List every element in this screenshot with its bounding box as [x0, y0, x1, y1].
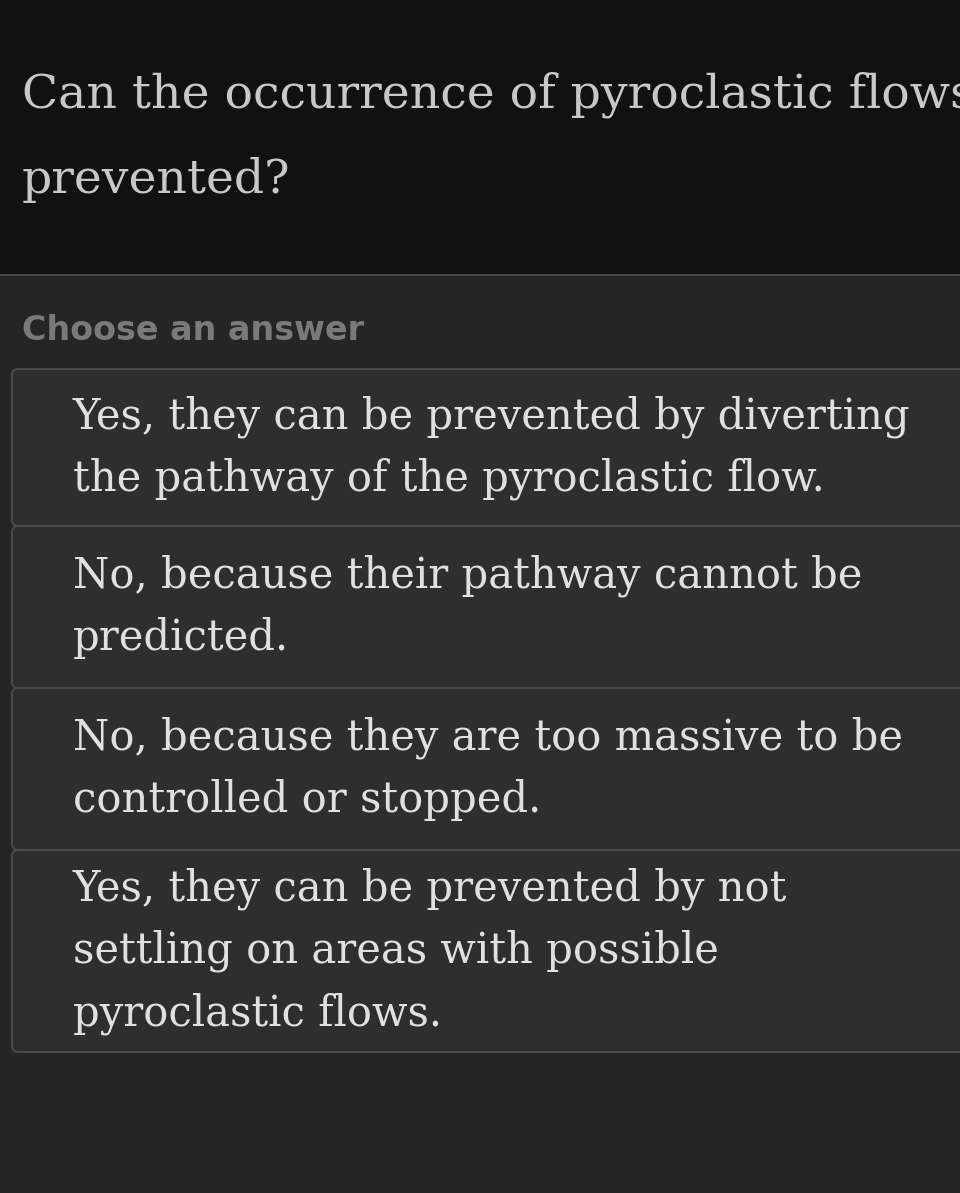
Text: No, because they are too massive to be
controlled or stopped.: No, because they are too massive to be c… [73, 717, 903, 821]
Text: No, because their pathway cannot be
predicted.: No, because their pathway cannot be pred… [73, 555, 862, 660]
Text: Choose an answer: Choose an answer [22, 314, 364, 346]
FancyBboxPatch shape [12, 849, 960, 1052]
Text: Yes, they can be prevented by diverting
the pathway of the pyroclastic flow.: Yes, they can be prevented by diverting … [73, 395, 911, 500]
FancyBboxPatch shape [12, 526, 960, 688]
Text: prevented?: prevented? [22, 157, 291, 203]
FancyBboxPatch shape [12, 688, 960, 849]
Bar [0, 0, 960, 276]
Text: Can the occurrence of pyroclastic flows be: Can the occurrence of pyroclastic flows … [22, 72, 960, 118]
Text: Yes, they can be prevented by not
settling on areas with possible
pyroclastic fl: Yes, they can be prevented by not settli… [73, 867, 787, 1034]
FancyBboxPatch shape [12, 369, 960, 526]
Bar [0, 276, 960, 1193]
